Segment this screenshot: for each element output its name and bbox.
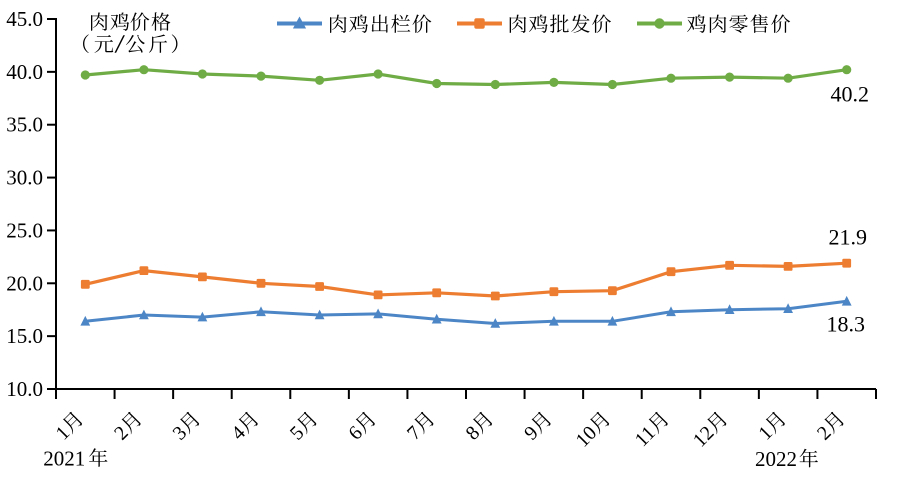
svg-text:10.0: 10.0	[6, 377, 43, 401]
svg-text:35.0: 35.0	[6, 113, 43, 137]
svg-text:21.9: 21.9	[829, 224, 868, 249]
svg-text:45.0: 45.0	[6, 7, 43, 31]
svg-text:15.0: 15.0	[6, 324, 43, 348]
svg-text:2022: 2022	[755, 447, 797, 471]
svg-text:40.0: 40.0	[6, 60, 43, 84]
svg-text:18.3: 18.3	[827, 311, 866, 336]
svg-text:40.2: 40.2	[831, 82, 870, 107]
svg-text:25.0: 25.0	[6, 218, 43, 242]
svg-text:20.0: 20.0	[6, 271, 43, 295]
svg-text:2021: 2021	[43, 446, 85, 470]
svg-text:30.0: 30.0	[6, 166, 43, 190]
